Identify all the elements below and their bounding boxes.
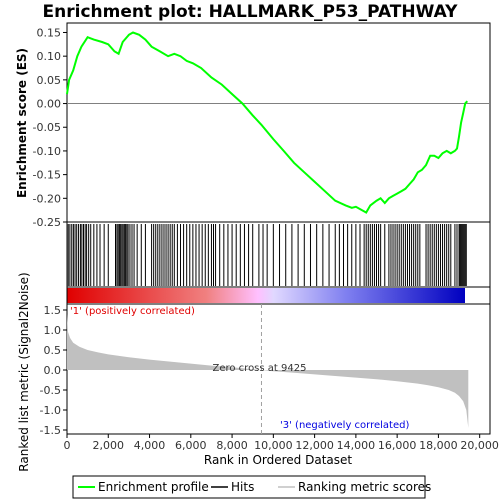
x-tick-label: 12,000 bbox=[295, 439, 334, 452]
x-axis-label: Rank in Ordered Dataset bbox=[204, 453, 352, 467]
rank-color-bar bbox=[67, 288, 465, 303]
es-y-tick-label: 0.15 bbox=[37, 26, 62, 39]
es-y-tick-label: -0.05 bbox=[33, 121, 61, 134]
metric-y-tick-label: 0.0 bbox=[44, 364, 62, 377]
negative-correlation-label: '3' (negatively correlated) bbox=[280, 420, 409, 431]
positive-correlation-label: '1' (positively correlated) bbox=[70, 306, 195, 317]
chart-title: Enrichment plot: HALLMARK_P53_PATHWAY bbox=[43, 2, 459, 22]
es-y-tick-label: -0.20 bbox=[33, 192, 61, 205]
x-tick-label: 0 bbox=[64, 439, 71, 452]
x-tick-label: 2,000 bbox=[93, 439, 125, 452]
x-tick-label: 4,000 bbox=[134, 439, 166, 452]
enrichment-profile-line bbox=[66, 31, 469, 214]
x-tick-label: 14,000 bbox=[337, 439, 376, 452]
metric-y-tick-label: -0.5 bbox=[40, 384, 61, 397]
metric-y-tick-label: -1.5 bbox=[40, 424, 61, 437]
zero-cross-label: Zero cross at 9425 bbox=[212, 363, 306, 374]
legend-label-hits: Hits bbox=[231, 480, 254, 494]
metric-y-tick-label: 0.5 bbox=[44, 344, 62, 357]
x-tick-label: 16,000 bbox=[378, 439, 417, 452]
hit-markers bbox=[67, 224, 467, 286]
x-tick-label: 18,000 bbox=[419, 439, 458, 452]
es-y-tick-label: 0.10 bbox=[37, 50, 62, 63]
legend-label-enrichment: Enrichment profile bbox=[98, 480, 209, 494]
es-y-tick-label: -0.15 bbox=[33, 169, 61, 182]
metric-y-ticks: 1.5 1.0 0.5 0.0 -0.5 -1.0 -1.5 bbox=[40, 304, 67, 437]
x-tick-label: 8,000 bbox=[216, 439, 248, 452]
x-tick-label: 20,000 bbox=[460, 439, 499, 452]
x-tick-label: 10,000 bbox=[254, 439, 293, 452]
es-panel-frame bbox=[66, 22, 491, 223]
metric-y-tick-label: -1.0 bbox=[40, 404, 61, 417]
legend-frame bbox=[72, 475, 426, 499]
ranking-metric-area bbox=[67, 314, 469, 428]
metric-y-axis-label: Ranked list metric (Signal2Noise) bbox=[17, 272, 31, 471]
x-tick-label: 6,000 bbox=[175, 439, 207, 452]
metric-y-tick-label: 1.0 bbox=[44, 324, 62, 337]
metric-y-tick-label: 1.5 bbox=[44, 304, 62, 317]
legend-label-metric: Ranking metric scores bbox=[298, 480, 431, 494]
x-axis-ticks: 0 2,000 4,000 6,000 8,000 10,000 12,000 14,000 1… bbox=[64, 434, 499, 452]
es-y-ticks: 0.15 0.10 0.05 0.00 -0.05 -0.10 -0.15 -0.20 -0.2… bbox=[33, 26, 67, 229]
es-y-tick-label: -0.10 bbox=[33, 145, 61, 158]
es-y-tick-label: 0.05 bbox=[37, 74, 62, 87]
es-y-axis-label: Enrichment score (ES) bbox=[15, 48, 29, 198]
es-y-tick-label: 0.00 bbox=[37, 98, 62, 111]
hits-panel-frame bbox=[66, 221, 491, 288]
es-y-tick-label: -0.25 bbox=[33, 216, 61, 229]
legend: Enrichment profile Hits Ranking metric s… bbox=[72, 475, 431, 499]
